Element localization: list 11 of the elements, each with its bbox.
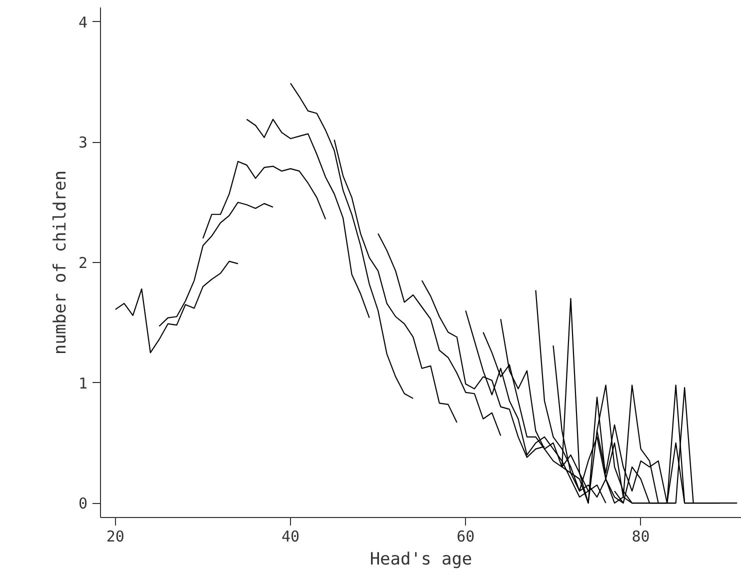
y-tick-label: 3 [78,134,88,152]
x-axis-title: Head's age [370,550,472,570]
y-axis-title: number of children [50,170,70,355]
x-tick-label: 80 [632,528,650,546]
x-tick-label: 60 [456,528,475,546]
x-tick-label: 20 [106,528,124,546]
y-tick-label: 4 [78,13,88,32]
y-tick-label: 0 [78,494,88,513]
y-tick-label: 2 [78,254,88,272]
y-tick-label: 1 [78,374,88,392]
x-tick-label: 40 [281,528,300,546]
